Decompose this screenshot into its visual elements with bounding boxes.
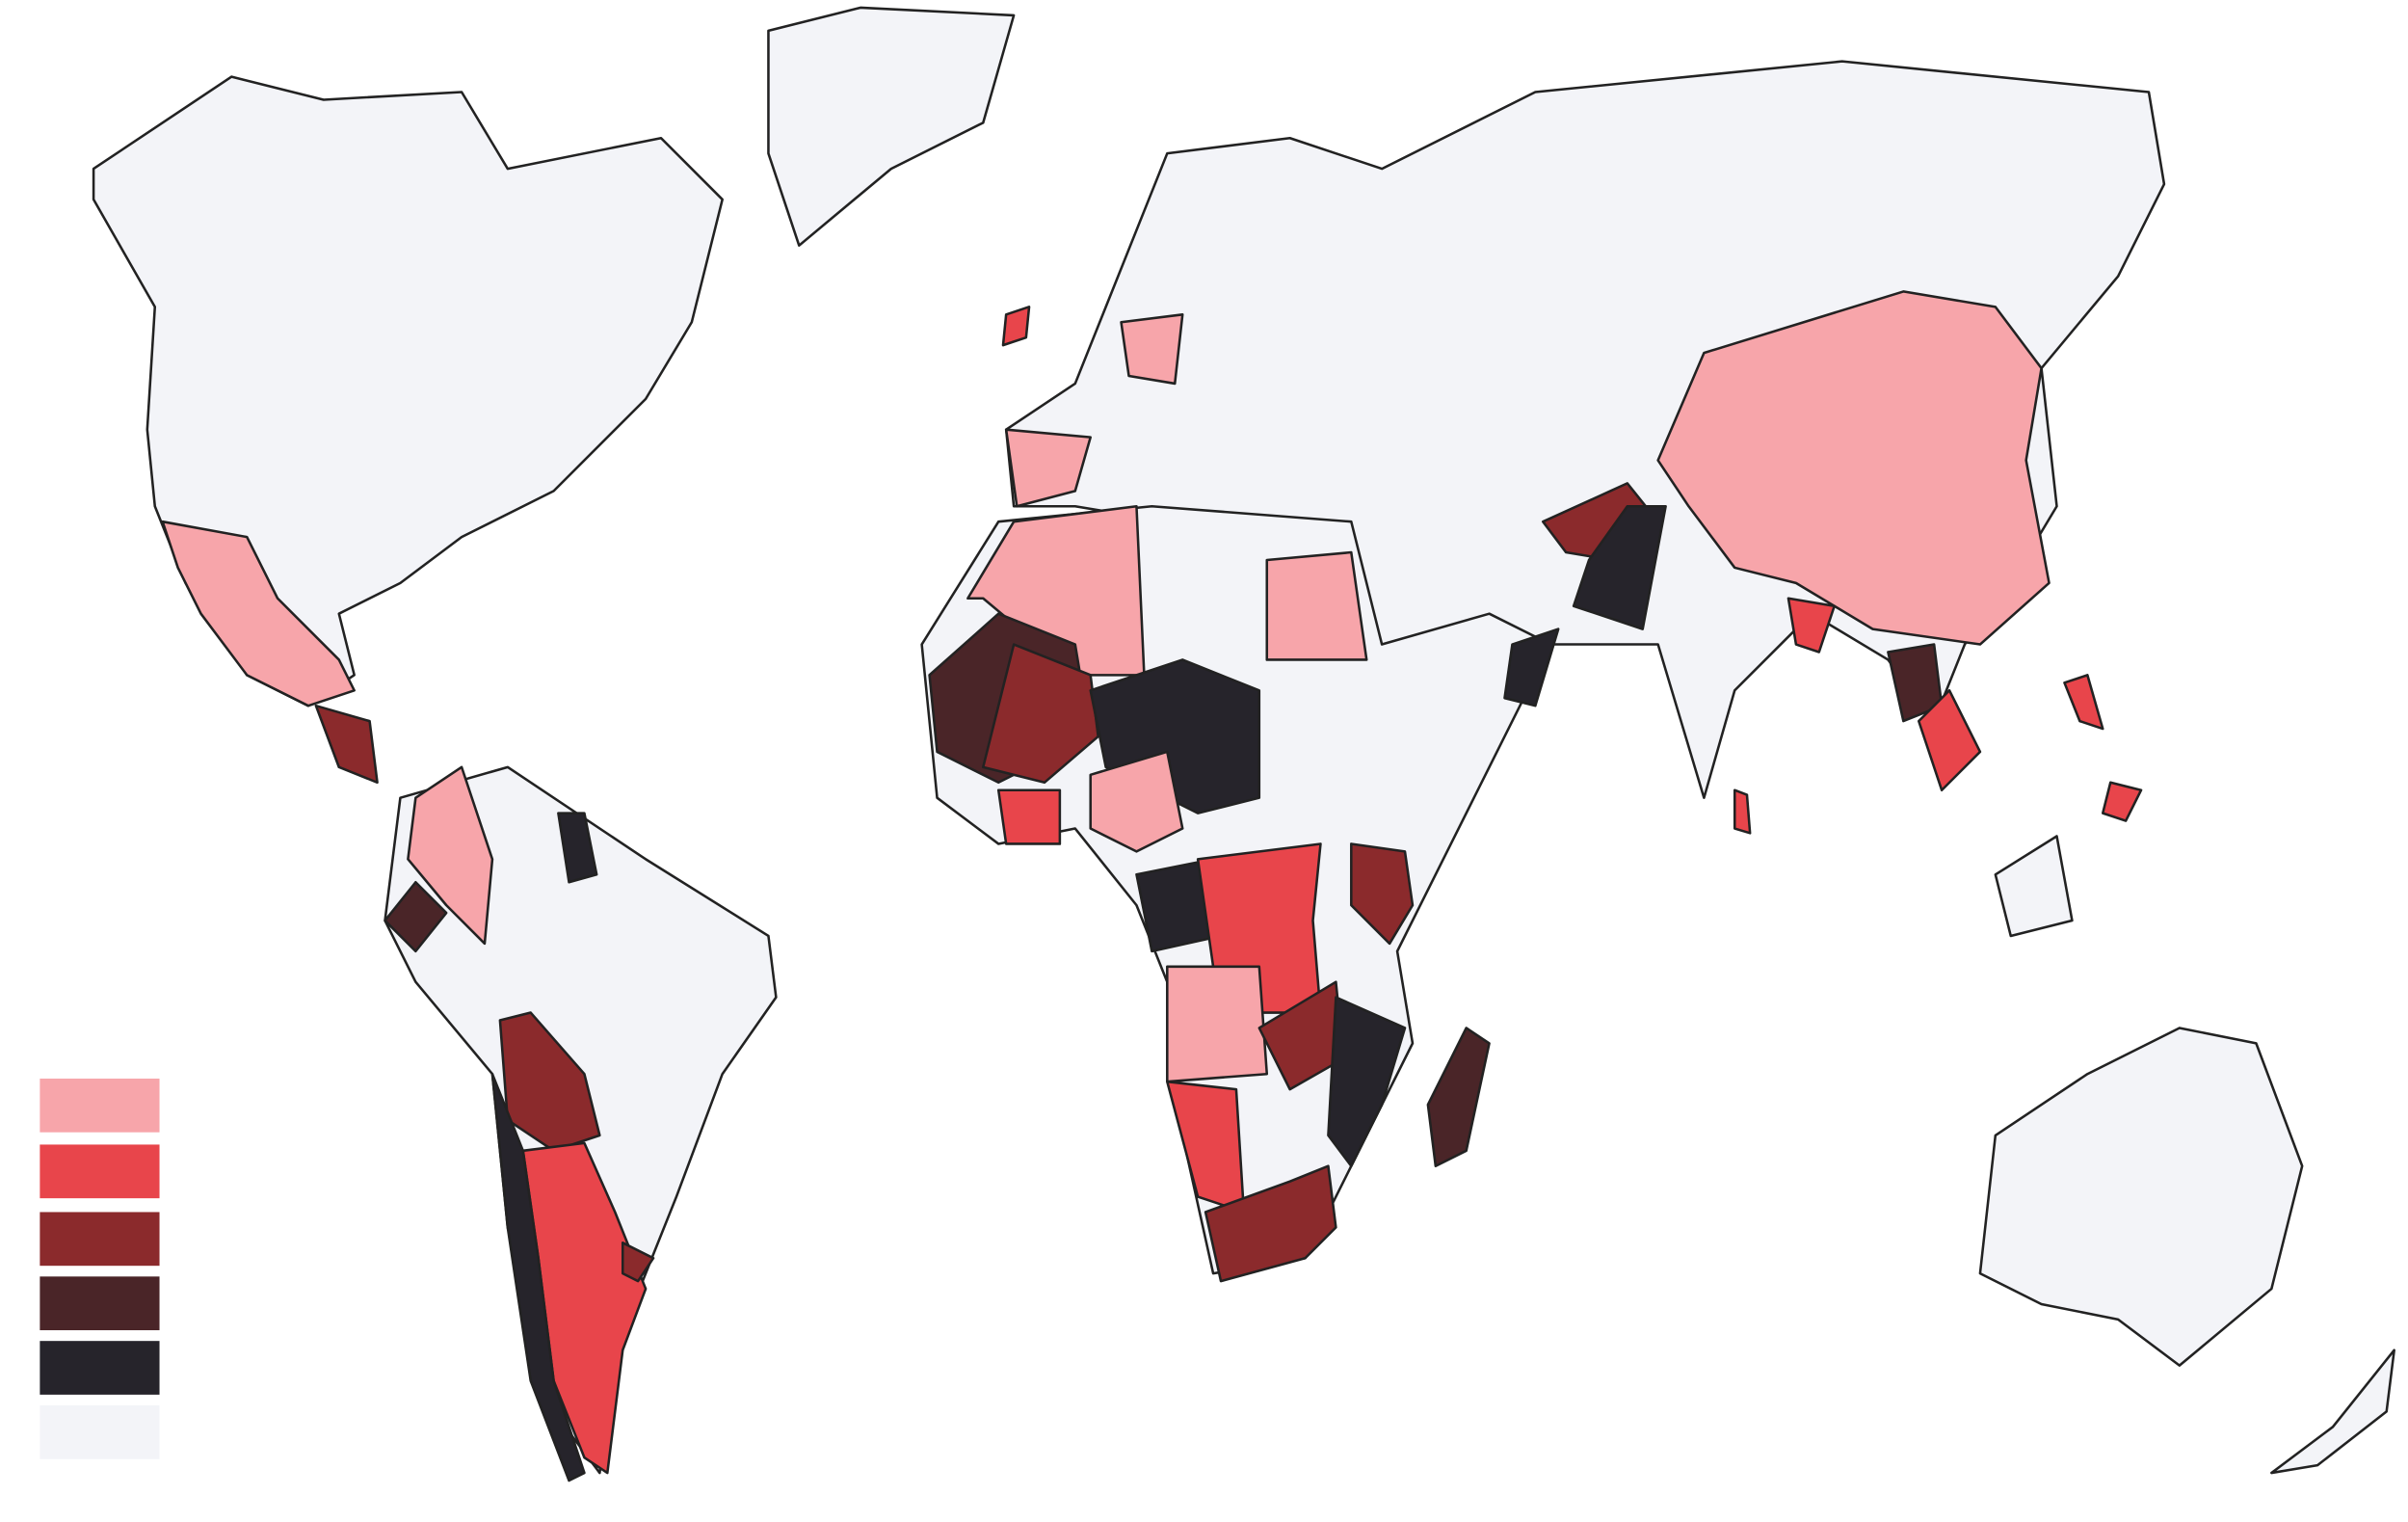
country bbox=[2101, 781, 2143, 822]
country bbox=[982, 643, 1099, 785]
legend-swatch bbox=[40, 1212, 160, 1267]
legend-swatch bbox=[40, 1405, 160, 1459]
new-zealand bbox=[2270, 1348, 2395, 1475]
country bbox=[1004, 428, 1092, 508]
country bbox=[1350, 842, 1415, 946]
greenland bbox=[767, 6, 1016, 247]
country bbox=[490, 1072, 586, 1482]
country bbox=[1204, 1164, 1337, 1283]
country bbox=[1733, 788, 1752, 835]
country bbox=[314, 704, 379, 785]
north-america bbox=[92, 75, 724, 708]
country bbox=[1917, 689, 1982, 792]
country bbox=[1089, 750, 1184, 853]
australia bbox=[1978, 1027, 2304, 1367]
country bbox=[996, 788, 1062, 845]
country bbox=[1001, 306, 1031, 347]
country-fills bbox=[161, 290, 2143, 1482]
southeast-asia-islands bbox=[1994, 835, 2074, 938]
legend-swatch bbox=[40, 1276, 160, 1331]
legend bbox=[40, 1078, 160, 1459]
country bbox=[1786, 597, 1836, 654]
legend-swatch bbox=[40, 1144, 160, 1199]
country bbox=[1426, 1027, 1491, 1167]
country bbox=[1572, 504, 1667, 630]
country bbox=[1327, 996, 1407, 1167]
country bbox=[1265, 550, 1368, 661]
country bbox=[2063, 674, 2104, 731]
country bbox=[1656, 290, 2051, 646]
country bbox=[1120, 313, 1184, 386]
country bbox=[1166, 965, 1269, 1083]
country bbox=[384, 880, 448, 953]
country bbox=[1503, 627, 1560, 708]
country bbox=[621, 1242, 655, 1283]
country bbox=[557, 812, 598, 884]
country bbox=[1166, 1080, 1246, 1214]
legend-swatch bbox=[40, 1078, 160, 1133]
legend-swatch bbox=[40, 1341, 160, 1395]
country bbox=[407, 765, 494, 946]
country bbox=[161, 520, 356, 708]
